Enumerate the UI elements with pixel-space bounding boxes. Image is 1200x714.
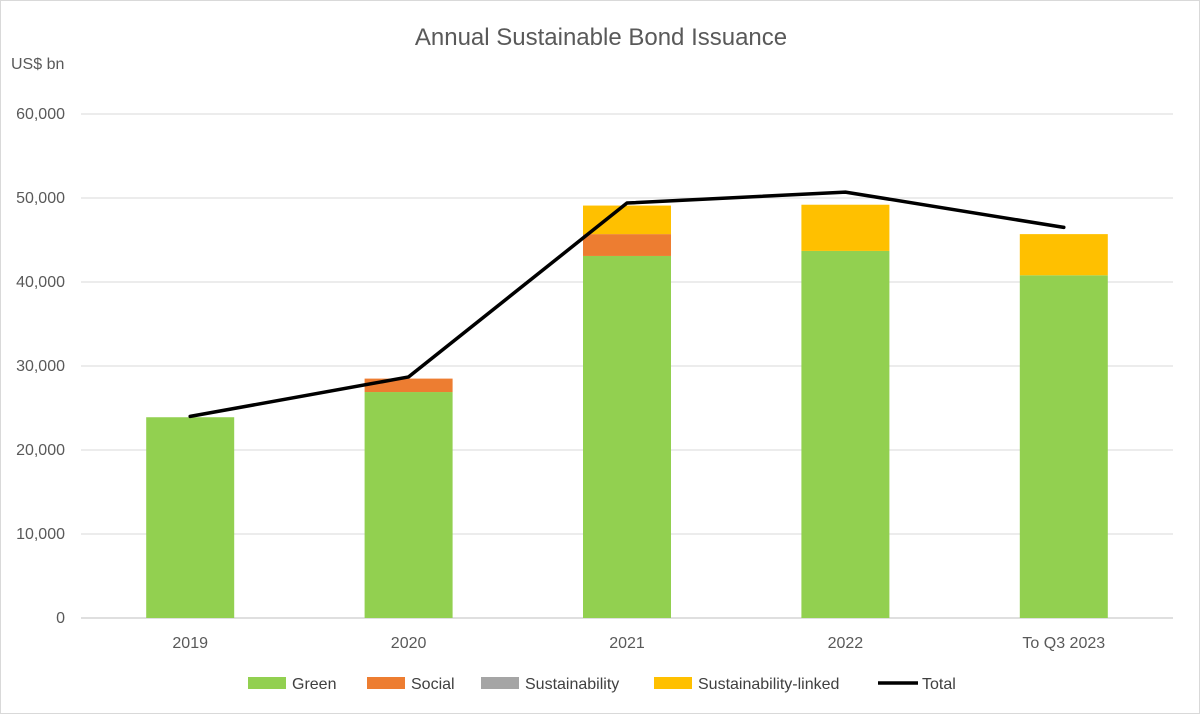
bar-sustainability-linked	[583, 205, 671, 235]
y-tick-label: 30,000	[16, 358, 65, 375]
y-tick-label: 10,000	[16, 526, 65, 543]
bar-social	[364, 378, 453, 393]
y-tick-labels: 0 10,000 20,000 30,000 40,000 50,000 60,000	[16, 106, 65, 627]
y-tick-label: 50,000	[16, 190, 65, 207]
legend-label-green: Green	[292, 676, 336, 693]
y-tick-label: 40,000	[16, 274, 65, 291]
legend-label-sustainability-linked: Sustainability-linked	[698, 676, 839, 693]
legend-swatch-social	[367, 677, 405, 689]
bar-social	[583, 234, 671, 256]
x-tick-label: 2020	[391, 635, 427, 652]
legend: Green Social Sustainability Sustainability-…	[248, 676, 956, 693]
x-tick-label: 2019	[172, 635, 208, 652]
bar-green	[583, 255, 671, 618]
y-tick-label: 0	[56, 610, 65, 627]
legend-label-social: Social	[411, 676, 455, 693]
total-line-layer	[188, 190, 1066, 419]
bar-green	[146, 417, 235, 618]
legend-label-total: Total	[922, 676, 956, 693]
legend-swatch-sustainability-linked	[654, 677, 692, 689]
x-tick-label: To Q3 2023	[1022, 635, 1105, 652]
y-tick-label: 60,000	[16, 106, 65, 123]
x-tick-labels: 2019 2020 2021 2022 To Q3 2023	[172, 635, 1105, 652]
y-axis-label: US$ bn	[11, 56, 64, 73]
x-tick-label: 2022	[828, 635, 864, 652]
bar-sustainability-linked	[801, 204, 890, 251]
x-tick-label: 2021	[609, 635, 645, 652]
y-tick-label: 20,000	[16, 442, 65, 459]
bar-green	[1019, 275, 1108, 618]
bar-green	[801, 250, 890, 619]
legend-swatch-sustainability	[481, 677, 519, 689]
legend-swatch-green	[248, 677, 286, 689]
total-line	[188, 190, 1066, 419]
bar-green	[364, 392, 453, 618]
bars	[146, 204, 1108, 619]
legend-label-sustainability: Sustainability	[525, 676, 619, 693]
chart-title: Annual Sustainable Bond Issuance	[415, 24, 787, 51]
bar-sustainability-linked	[1019, 234, 1108, 276]
